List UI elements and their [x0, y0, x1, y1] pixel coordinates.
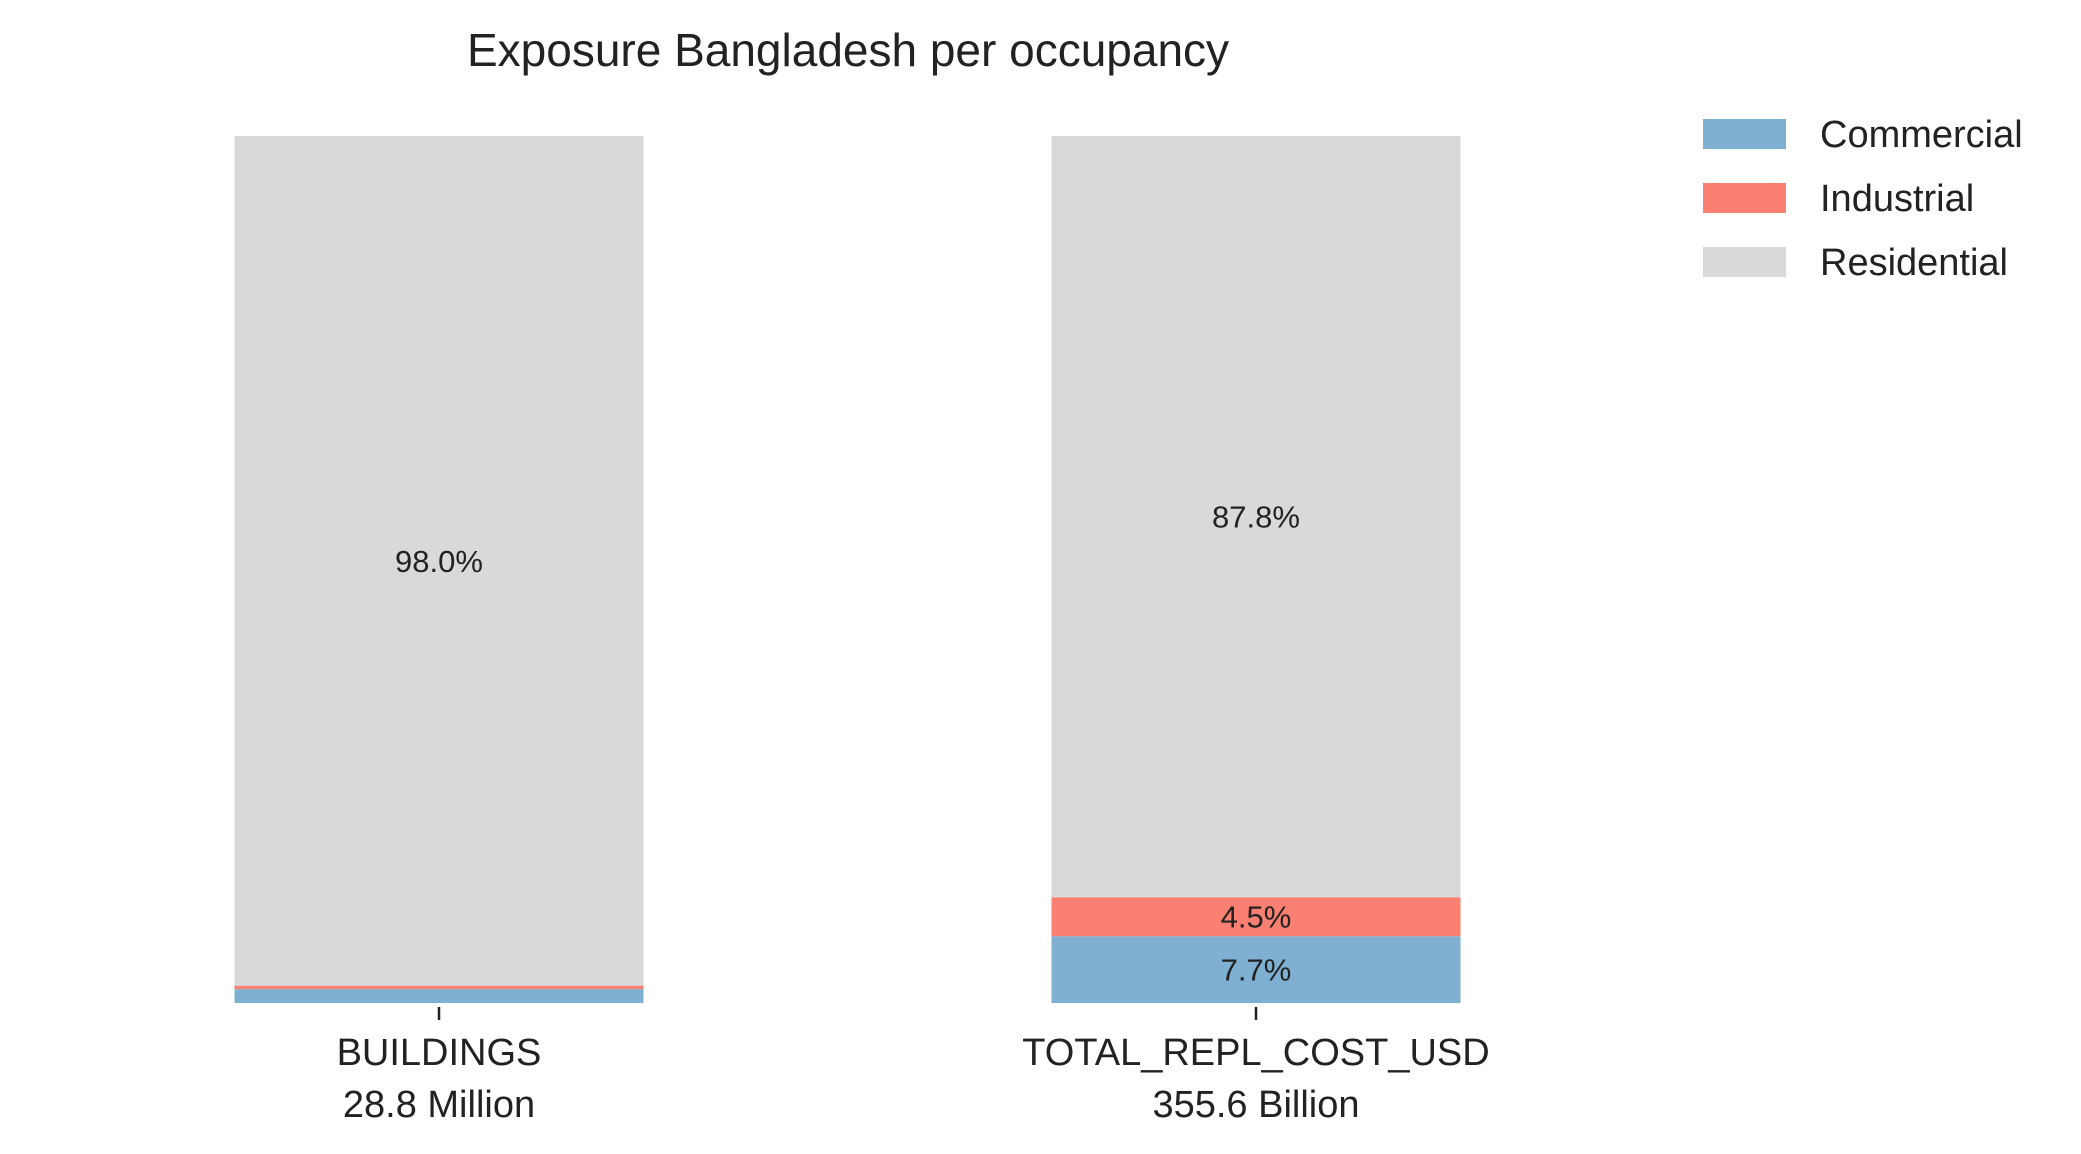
- chart-title: Exposure Bangladesh per occupancy: [467, 24, 1229, 76]
- data-label-total-repl-cost-usd-residential: 87.8%: [1212, 500, 1300, 535]
- data-label-total-repl-cost-usd-commercial: 7.7%: [1221, 953, 1292, 988]
- legend-item-residential: Residential: [1703, 242, 2008, 284]
- legend-item-commercial: Commercial: [1703, 114, 2023, 156]
- legend: Commercial Industrial Residential: [1703, 114, 2023, 284]
- legend-swatch-residential: [1703, 247, 1786, 277]
- legend-label-industrial: Industrial: [1820, 178, 1974, 220]
- data-label-buildings-residential: 98.0%: [395, 544, 483, 579]
- x-axis: BUILDINGS 28.8 Million TOTAL_REPL_COST_USD…: [337, 1007, 1490, 1126]
- x-tick-label-total-repl-cost-usd: TOTAL_REPL_COST_USD: [1022, 1032, 1489, 1074]
- legend-swatch-industrial: [1703, 183, 1786, 213]
- x-tick-total-buildings: 28.8 Million: [343, 1084, 535, 1126]
- legend-label-commercial: Commercial: [1820, 114, 2023, 156]
- bar-buildings-industrial: [235, 986, 644, 989]
- data-label-total-repl-cost-usd-industrial: 4.5%: [1221, 900, 1292, 935]
- x-tick-total-total-repl-cost-usd: 355.6 Billion: [1152, 1084, 1359, 1126]
- x-tick-label-buildings: BUILDINGS: [337, 1032, 542, 1074]
- legend-label-residential: Residential: [1820, 242, 2008, 284]
- legend-swatch-commercial: [1703, 119, 1786, 149]
- bar-buildings-commercial: [235, 989, 644, 1003]
- legend-item-industrial: Industrial: [1703, 178, 1974, 220]
